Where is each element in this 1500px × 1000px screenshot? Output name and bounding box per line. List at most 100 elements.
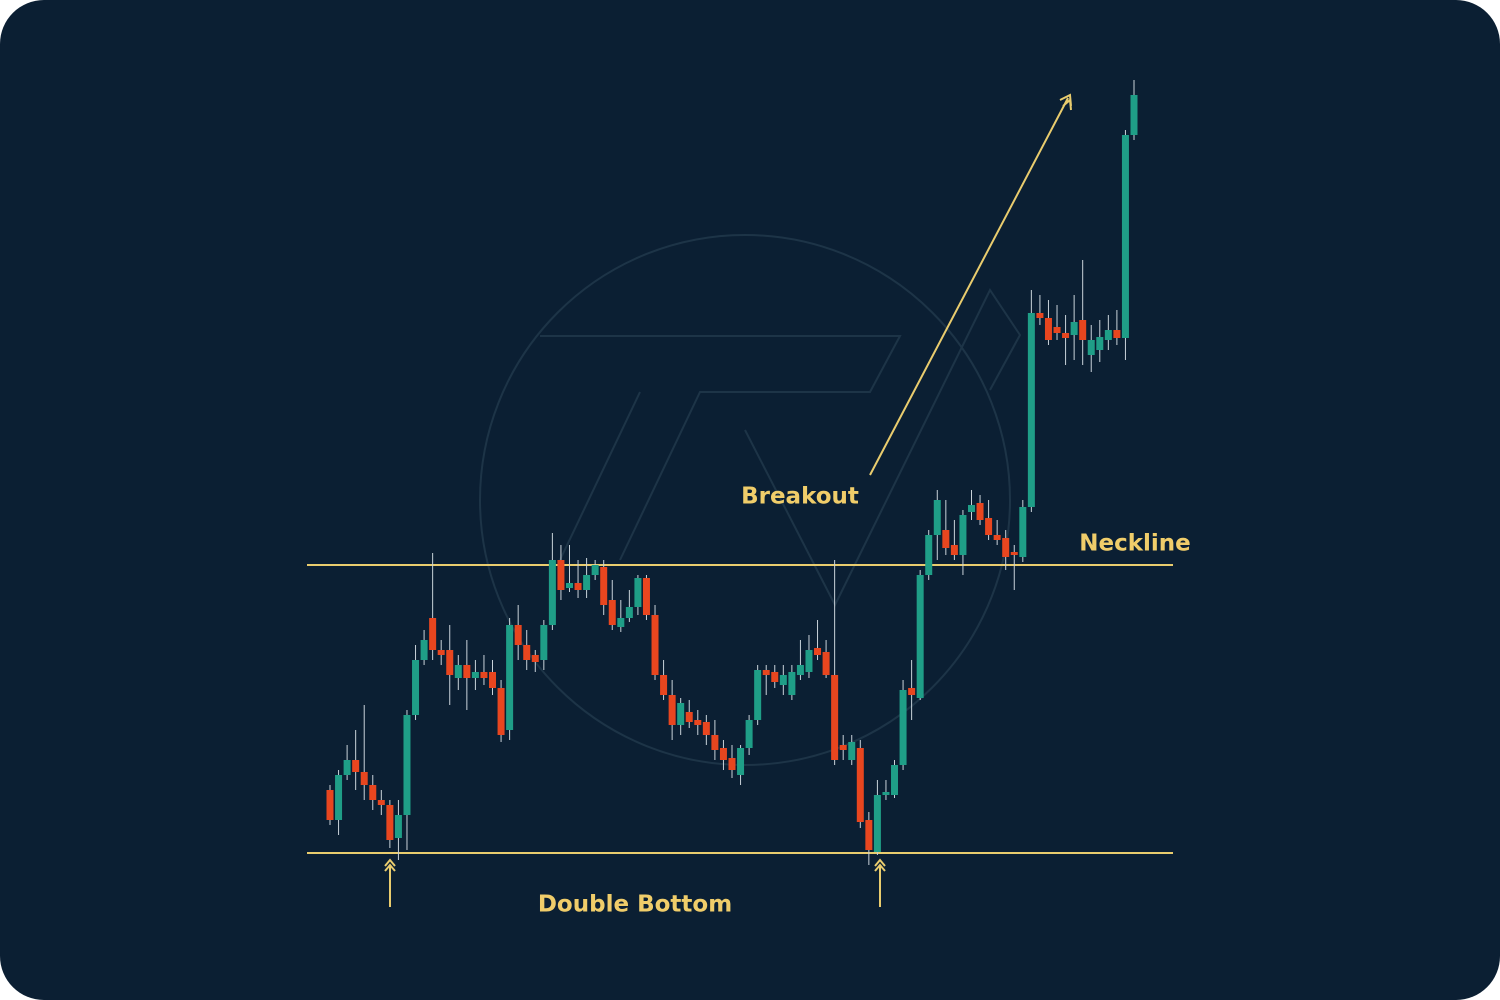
candle-body [1079,320,1087,340]
candle-body [394,815,402,838]
candle-body [1130,95,1138,135]
candle-body [925,535,933,575]
candle-body [702,722,710,735]
candle-body [976,503,984,520]
candle-body [831,675,839,760]
candle-body [967,505,975,512]
candle-body [1019,507,1027,557]
candle-body [608,600,616,625]
candle-body [668,695,676,725]
candle-body [728,758,736,770]
candle-body [625,607,633,618]
candle-body [677,703,685,725]
candle-body [429,618,437,650]
candle-body [420,640,428,660]
candle-body [360,772,368,785]
candle-body [369,785,377,800]
candle-body [1096,337,1104,350]
candle-body [651,615,659,675]
annotation: Double Bottom [538,892,732,918]
candle-body [711,735,719,750]
candle-body [899,690,907,765]
candle-body [916,575,924,698]
candle-body [531,655,539,662]
candle-body [403,715,411,815]
candle-body [617,618,625,627]
candle-body [497,688,505,735]
candle-body [848,742,856,760]
candle-body [950,545,958,555]
candle-body [873,795,881,852]
candle-body [489,672,497,688]
candle-body [660,675,668,695]
candle-body [993,535,1001,540]
candle-body [1027,313,1035,507]
candle-body [694,720,702,725]
candle-body [540,625,548,660]
candle-body [959,515,967,555]
candle-body [779,675,787,685]
candle-body [737,748,745,775]
candle-body [437,650,445,655]
neckline-label: Neckline [1079,531,1191,557]
candle-body [865,820,873,850]
candle-body [942,530,950,548]
candle-body [574,583,582,590]
candle-body [856,748,864,822]
candle-body [583,575,591,590]
candle-body [1010,552,1018,555]
candle-body [1070,322,1078,335]
candle-body [1036,313,1044,318]
candle-body [1087,340,1095,355]
candle-body [506,625,514,730]
candle-body [343,760,351,775]
annotation-arrows [384,93,1072,907]
candle-body [454,665,462,678]
candle-body [762,670,770,675]
candle-body [335,775,343,820]
candle-body [446,650,454,675]
candle-body [933,500,941,535]
candle-body [634,578,642,607]
candle-body [1044,318,1052,340]
candle-body [548,560,556,625]
candle-body [557,560,565,590]
candle-body [754,670,762,720]
candle-body [377,800,385,805]
candle-body [600,567,608,605]
candle-body [788,672,796,695]
candle-body [1104,330,1112,340]
candle-body [352,760,360,772]
candle-body [642,578,650,615]
annotation: Breakout [741,484,859,510]
candle-body [805,650,813,672]
candle-body [822,652,830,675]
candle-body [839,745,847,750]
candle-body [1121,135,1129,338]
candle-body [685,712,693,722]
candle-body [771,672,779,682]
watermark [479,234,1022,766]
candle-body [565,583,573,588]
candle-body [908,688,916,695]
candle-body [591,565,599,575]
candle-body [719,748,727,760]
candle-body [523,645,531,660]
candle-body [463,665,471,678]
candle-body [1002,538,1010,557]
candle-body [1062,333,1070,338]
candle-body [514,625,522,645]
candle-body [480,672,488,678]
candle-body [891,765,899,795]
candle-body [1113,330,1121,338]
candle-body [471,672,479,678]
candle-body [412,660,420,715]
candle-body [1053,327,1061,333]
candle-body [326,790,334,820]
candle-body [796,665,804,675]
candle-body [882,792,890,795]
candle-body [814,648,822,655]
candle-body [985,518,993,535]
candle-body [386,805,394,840]
